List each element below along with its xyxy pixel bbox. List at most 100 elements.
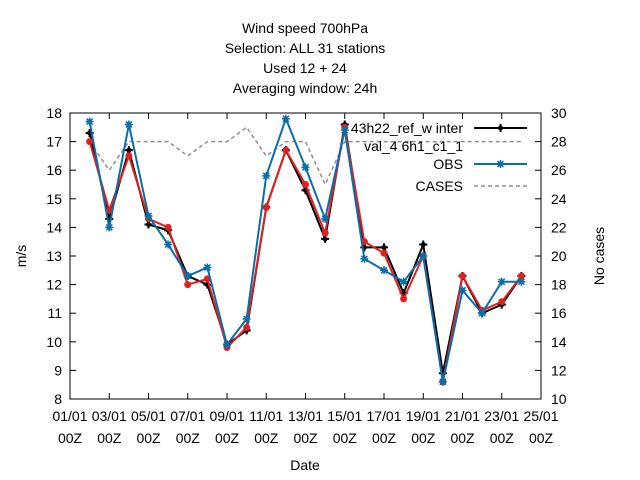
x-tick-label-hour: 00Z <box>450 430 475 446</box>
x-tick-label-hour: 00Z <box>529 430 554 446</box>
data-point-dot <box>381 244 387 250</box>
data-point <box>184 281 192 289</box>
y-tick-label: 13 <box>46 248 62 264</box>
data-point <box>321 229 329 237</box>
y-axis-label: m/s <box>13 245 29 268</box>
data-point-dot <box>420 242 426 248</box>
data-point <box>164 223 172 231</box>
legend-label: 43h22_ref_w inter <box>351 120 463 136</box>
data-point-dot <box>361 256 367 262</box>
x-tick-label-date: 11/01 <box>249 408 283 424</box>
x-tick-label-date: 15/01 <box>327 408 362 424</box>
y-tick-label: 11 <box>47 305 62 321</box>
y2-tick-label: 20 <box>551 248 567 264</box>
data-point <box>86 138 94 146</box>
x-tick-label-date: 01/01 <box>52 408 87 424</box>
series-lines <box>85 114 526 386</box>
x-tick-label-hour: 00Z <box>293 430 318 446</box>
x-axis-ticks: 01/01 00Z 03/01 00Z 05/01 00Z 07/01 00Z 09/01 00Z… <box>52 113 559 446</box>
y2-tick-label: 12 <box>551 362 567 378</box>
title-line: Used 12 + 24 <box>263 60 347 76</box>
x-tick-label-date: 19/01 <box>406 408 441 424</box>
data-point-dot <box>244 316 250 322</box>
data-point-dot <box>146 213 151 219</box>
y2-tick-label: 30 <box>551 105 567 121</box>
x-axis-label: Date <box>290 457 320 473</box>
x-tick-label-date: 17/01 <box>366 408 401 424</box>
data-point <box>459 272 466 280</box>
data-point-dot <box>342 127 348 133</box>
data-point-dot <box>420 253 426 259</box>
data-point-dot <box>185 273 191 279</box>
x-tick-label-date: 21/01 <box>445 408 480 424</box>
y2-tick-label: 16 <box>551 305 567 321</box>
data-point-dot <box>126 147 132 153</box>
data-point <box>262 203 270 211</box>
x-tick-label-hour: 00Z <box>215 430 240 446</box>
y-axis-ticks: 8 9 10 11 12 13 14 15 16 17 18 <box>46 105 76 407</box>
data-point-dot <box>322 236 328 242</box>
data-point-dot <box>146 222 151 228</box>
data-point-dot <box>440 379 446 385</box>
data-point <box>517 272 525 280</box>
x-tick-label-hour: 00Z <box>58 430 83 446</box>
data-point-dot <box>498 125 503 131</box>
y-tick-label: 17 <box>46 134 62 150</box>
y-tick-label: 14 <box>46 219 62 235</box>
legend-label: OBS <box>433 156 463 172</box>
x-tick-label-hour: 00Z <box>490 430 515 446</box>
data-point-dot <box>165 242 171 248</box>
data-point-dot <box>381 267 387 273</box>
x-tick-label-date: 05/01 <box>131 408 166 424</box>
data-point-dot <box>126 121 132 127</box>
series-3 <box>89 126 522 187</box>
data-point-dot <box>106 224 112 230</box>
data-point-dot <box>499 279 505 285</box>
y2-tick-label: 10 <box>551 391 567 407</box>
data-point <box>105 206 113 214</box>
data-point-dot <box>498 161 503 167</box>
x-tick-label-hour: 00Z <box>372 430 397 446</box>
plot-border <box>69 112 542 400</box>
data-point-dot <box>224 342 230 348</box>
series-line <box>89 126 522 187</box>
data-point-dot <box>401 279 407 285</box>
x-tick-label-date: 03/01 <box>92 408 127 424</box>
y2-axis-ticks: 10 12 14 16 18 20 22 24 26 28 30 <box>535 105 567 407</box>
y-tick-label: 8 <box>54 391 62 407</box>
data-point-dot <box>283 116 289 122</box>
data-point-dot <box>460 287 465 293</box>
x-tick-label-date: 23/01 <box>484 408 519 424</box>
data-point-dot <box>87 119 93 125</box>
y2-tick-label: 24 <box>551 191 567 207</box>
title-line: Wind speed 700hPa <box>242 20 368 36</box>
y-tick-label: 9 <box>54 362 62 378</box>
data-point-dot <box>479 310 485 316</box>
y2-tick-label: 14 <box>551 334 567 350</box>
data-point-dot <box>303 164 308 170</box>
legend-label: CASES <box>416 178 463 194</box>
legend-label: val_4 6h1_c1_1 <box>364 138 463 154</box>
series-2 <box>85 114 526 386</box>
x-tick-label-date: 07/01 <box>170 408 205 424</box>
data-point <box>498 298 506 306</box>
y-tick-label: 12 <box>46 277 62 293</box>
x-tick-label-hour: 00Z <box>411 430 436 446</box>
x-tick-label-date: 25/01 <box>523 408 558 424</box>
x-tick-label-hour: 00Z <box>333 430 358 446</box>
y-tick-label: 10 <box>46 334 62 350</box>
title-line: Selection: ALL 31 stations <box>225 40 386 56</box>
x-tick-label-hour: 00Z <box>97 430 122 446</box>
y-tick-label: 15 <box>46 191 62 207</box>
data-point-dot <box>204 264 210 270</box>
data-point <box>243 324 251 331</box>
data-point <box>380 249 388 257</box>
legend: 43h22_ref_w inter val_4 6h1_c1_1 OBS CASES <box>351 120 527 194</box>
x-tick-label-hour: 00Z <box>176 430 201 446</box>
data-point-dot <box>518 279 524 285</box>
data-point <box>125 152 133 160</box>
x-tick-label-date: 09/01 <box>209 408 244 424</box>
y2-tick-label: 22 <box>551 219 567 235</box>
chart-title: Wind speed 700hPa Selection: ALL 31 stati… <box>225 20 386 96</box>
